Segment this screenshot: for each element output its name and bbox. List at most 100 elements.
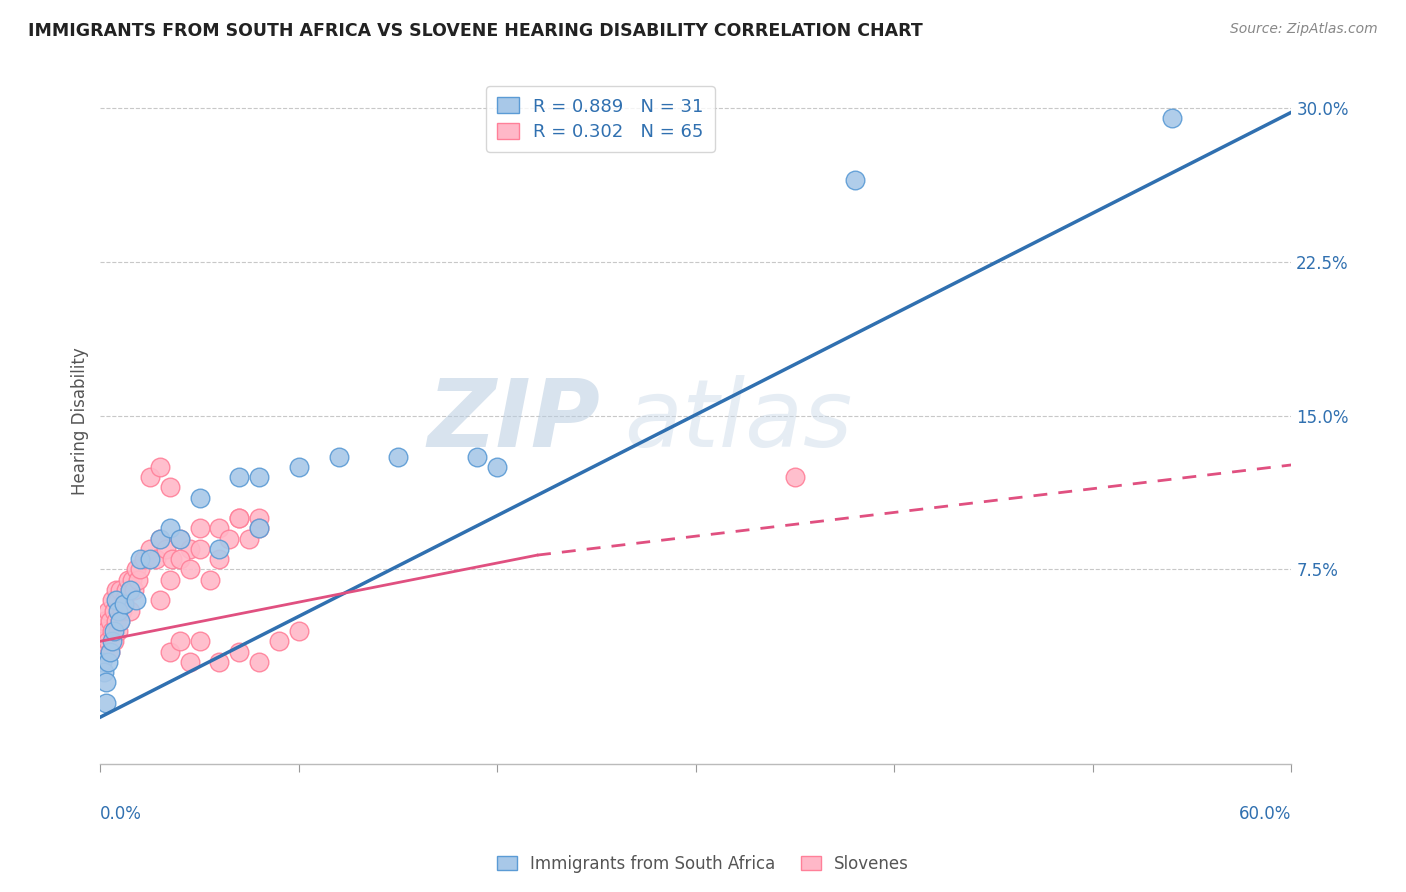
Point: [228, 511, 250, 525]
Legend: R = 0.889   N = 31, R = 0.302   N = 65: R = 0.889 N = 31, R = 0.302 N = 65: [486, 87, 714, 152]
Point: [96, 675, 118, 690]
Point: [117, 573, 139, 587]
Point: [1161, 112, 1184, 126]
Point: [149, 460, 172, 475]
Point: [208, 521, 231, 535]
Point: [105, 582, 128, 597]
Point: [120, 582, 142, 597]
Point: [844, 173, 866, 187]
Point: [101, 624, 124, 638]
Point: [218, 532, 240, 546]
Point: [188, 491, 211, 505]
Point: [155, 541, 177, 556]
Point: [247, 521, 270, 535]
Point: [129, 552, 152, 566]
Point: [120, 582, 142, 597]
Point: [91, 634, 114, 648]
Point: [97, 655, 120, 669]
Text: Source: ZipAtlas.com: Source: ZipAtlas.com: [1230, 22, 1378, 37]
Point: [160, 552, 183, 566]
Point: [159, 644, 181, 658]
Point: [139, 552, 162, 566]
Text: atlas: atlas: [624, 376, 852, 467]
Point: [208, 552, 231, 566]
Point: [132, 552, 155, 566]
Point: [188, 634, 211, 648]
Point: [179, 562, 201, 576]
Point: [105, 593, 128, 607]
Point: [139, 541, 162, 556]
Point: [169, 532, 191, 546]
Point: [247, 470, 270, 484]
Point: [125, 562, 148, 576]
Point: [107, 603, 129, 617]
Point: [98, 644, 121, 658]
Point: [247, 511, 270, 525]
Point: [129, 562, 152, 576]
Point: [111, 603, 134, 617]
Point: [101, 593, 124, 607]
Point: [108, 614, 131, 628]
Point: [169, 634, 191, 648]
Point: [188, 541, 211, 556]
Point: [149, 532, 172, 546]
Legend: Immigrants from South Africa, Slovenes: Immigrants from South Africa, Slovenes: [491, 848, 915, 880]
Text: 0.0%: 0.0%: [100, 805, 142, 823]
Point: [169, 532, 191, 546]
Point: [149, 532, 172, 546]
Point: [288, 624, 311, 638]
Point: [238, 532, 260, 546]
Point: [228, 644, 250, 658]
Point: [125, 593, 148, 607]
Point: [486, 460, 509, 475]
Point: [179, 655, 201, 669]
Point: [101, 634, 124, 648]
Y-axis label: Hearing Disability: Hearing Disability: [72, 347, 89, 495]
Point: [188, 521, 211, 535]
Text: ZIP: ZIP: [427, 375, 600, 467]
Point: [121, 573, 143, 587]
Point: [198, 573, 221, 587]
Point: [247, 521, 270, 535]
Point: [103, 624, 125, 638]
Point: [93, 614, 115, 628]
Point: [93, 665, 115, 679]
Point: [96, 696, 118, 710]
Text: 60.0%: 60.0%: [1239, 805, 1291, 823]
Point: [108, 614, 131, 628]
Point: [103, 603, 125, 617]
Point: [228, 470, 250, 484]
Point: [208, 655, 231, 669]
Point: [97, 603, 120, 617]
Point: [288, 460, 311, 475]
Point: [98, 644, 121, 658]
Point: [387, 450, 409, 464]
Point: [149, 593, 172, 607]
Point: [98, 614, 121, 628]
Point: [267, 634, 290, 648]
Point: [247, 655, 270, 669]
Point: [96, 624, 118, 638]
Point: [108, 582, 131, 597]
Point: [228, 511, 250, 525]
Point: [122, 582, 145, 597]
Point: [91, 655, 114, 669]
Point: [93, 644, 115, 658]
Point: [127, 573, 149, 587]
Point: [783, 470, 806, 484]
Point: [208, 541, 231, 556]
Point: [112, 598, 135, 612]
Text: IMMIGRANTS FROM SOUTH AFRICA VS SLOVENE HEARING DISABILITY CORRELATION CHART: IMMIGRANTS FROM SOUTH AFRICA VS SLOVENE …: [28, 22, 922, 40]
Point: [328, 450, 350, 464]
Point: [467, 450, 489, 464]
Point: [159, 521, 181, 535]
Point: [105, 614, 128, 628]
Point: [159, 573, 181, 587]
Point: [145, 552, 167, 566]
Point: [112, 593, 135, 607]
Point: [120, 603, 142, 617]
Point: [97, 634, 120, 648]
Point: [179, 541, 201, 556]
Point: [115, 582, 138, 597]
Point: [159, 481, 181, 495]
